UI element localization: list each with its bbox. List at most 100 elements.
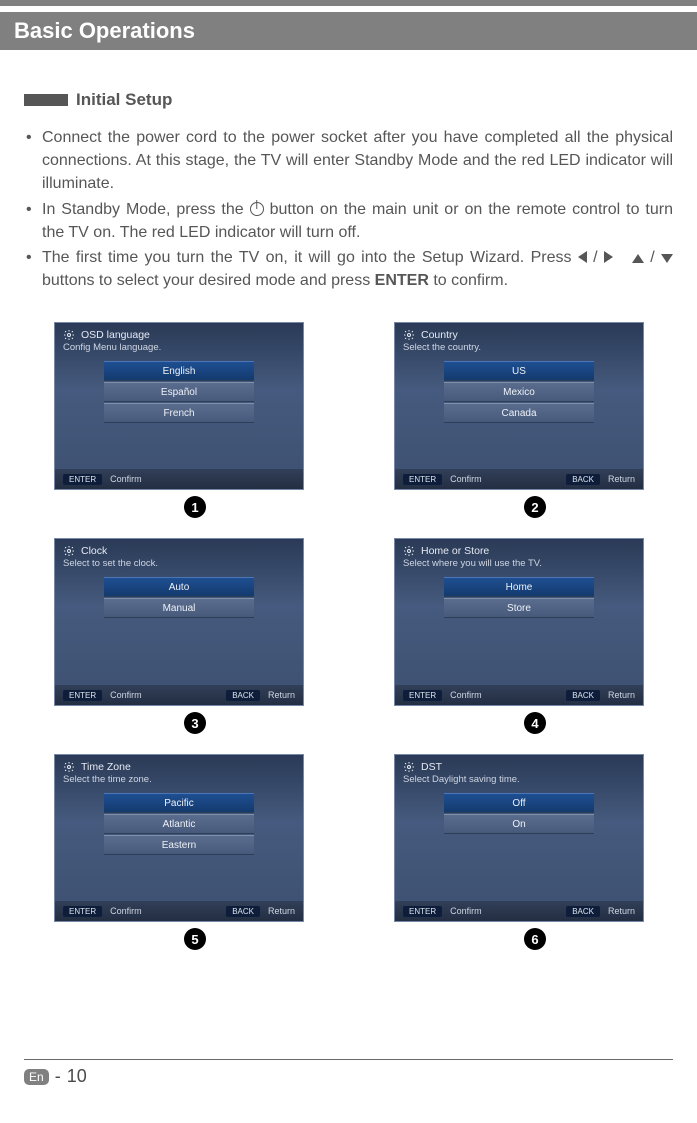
options-area: AutoManual [55, 573, 303, 618]
panel-subtitle: Select the country. [395, 341, 643, 357]
panel-footer: ENTER Confirm BACK Return [395, 685, 643, 705]
return-label: Return [268, 690, 295, 700]
panel-wrap-1: OSD languageConfig Menu language.English… [54, 322, 304, 518]
option-item[interactable]: English [104, 361, 254, 381]
bullet-3: The first time you turn the TV on, it wi… [24, 246, 673, 292]
panel-title: OSD language [81, 329, 150, 341]
enter-pill: ENTER [63, 906, 102, 917]
options-area: USMexicoCanada [395, 357, 643, 423]
return-label: Return [608, 690, 635, 700]
option-item[interactable]: Español [104, 382, 254, 402]
option-item[interactable]: Pacific [104, 793, 254, 813]
panel-footer: ENTER Confirm BACK Return [55, 685, 303, 705]
panel-wrap-6: DSTSelect Daylight saving time.OffOnENTE… [394, 754, 644, 950]
panel-header: Clock [55, 539, 303, 557]
confirm-label: Confirm [450, 474, 482, 484]
panel-wrap-2: CountrySelect the country.USMexicoCanada… [394, 322, 644, 518]
gear-icon [403, 329, 415, 341]
panel-title: Clock [81, 545, 107, 557]
footer-dash: - [55, 1066, 61, 1087]
step-number: 1 [184, 496, 206, 518]
option-item[interactable]: Manual [104, 598, 254, 618]
gear-icon [403, 545, 415, 557]
enter-pill: ENTER [403, 690, 442, 701]
setup-panel-2: CountrySelect the country.USMexicoCanada… [394, 322, 644, 490]
right-arrow-icon [604, 251, 613, 263]
panel-header: Home or Store [395, 539, 643, 557]
panel-header: OSD language [55, 323, 303, 341]
down-arrow-icon [661, 254, 673, 263]
option-item[interactable]: On [444, 814, 594, 834]
confirm-label: Confirm [110, 906, 142, 916]
setup-panel-5: Time ZoneSelect the time zone.PacificAtl… [54, 754, 304, 922]
step-number: 5 [184, 928, 206, 950]
lang-badge: En [24, 1069, 49, 1085]
setup-panel-6: DSTSelect Daylight saving time.OffOnENTE… [394, 754, 644, 922]
enter-pill: ENTER [63, 474, 102, 485]
gear-icon [403, 761, 415, 773]
page-number: 10 [67, 1066, 87, 1087]
panel-subtitle: Select to set the clock. [55, 557, 303, 573]
bullet-1: Connect the power cord to the power sock… [24, 126, 673, 196]
panel-subtitle: Select Daylight saving time. [395, 773, 643, 789]
enter-label: ENTER [375, 272, 429, 289]
instruction-list: Connect the power cord to the power sock… [24, 126, 673, 292]
option-item[interactable]: Atlantic [104, 814, 254, 834]
page-title: Basic Operations [0, 12, 697, 50]
option-item[interactable]: Eastern [104, 835, 254, 855]
return-label: Return [268, 906, 295, 916]
setup-panel-3: ClockSelect to set the clock.AutoManualE… [54, 538, 304, 706]
back-pill: BACK [566, 906, 600, 917]
panel-title: Country [421, 329, 458, 341]
up-arrow-icon [632, 254, 644, 263]
option-item[interactable]: Auto [104, 577, 254, 597]
panel-footer: ENTER Confirm BACK Return [395, 469, 643, 489]
section-bar [24, 94, 68, 106]
confirm-label: Confirm [110, 474, 142, 484]
left-arrow-icon [578, 251, 587, 263]
gear-icon [63, 545, 75, 557]
return-label: Return [608, 906, 635, 916]
back-pill: BACK [566, 690, 600, 701]
option-item[interactable]: Store [444, 598, 594, 618]
gear-icon [63, 329, 75, 341]
back-pill: BACK [226, 690, 260, 701]
setup-panel-4: Home or StoreSelect where you will use t… [394, 538, 644, 706]
return-label: Return [608, 474, 635, 484]
options-area: EnglishEspañolFrench [55, 357, 303, 423]
step-number: 2 [524, 496, 546, 518]
bullet-3a: The first time you turn the TV on, it wi… [42, 249, 578, 266]
panel-wrap-3: ClockSelect to set the clock.AutoManualE… [54, 538, 304, 734]
enter-pill: ENTER [403, 474, 442, 485]
section-header: Initial Setup [24, 90, 673, 110]
step-number: 6 [524, 928, 546, 950]
confirm-label: Confirm [450, 690, 482, 700]
option-item[interactable]: Off [444, 793, 594, 813]
options-area: PacificAtlanticEastern [55, 789, 303, 855]
gear-icon [63, 761, 75, 773]
section-label: Initial Setup [76, 90, 172, 110]
panel-footer: ENTER Confirm [55, 469, 303, 489]
back-pill: BACK [566, 474, 600, 485]
panel-footer: ENTER Confirm BACK Return [55, 901, 303, 921]
enter-pill: ENTER [63, 690, 102, 701]
panel-header: Time Zone [55, 755, 303, 773]
enter-pill: ENTER [403, 906, 442, 917]
bullet-2: In Standby Mode, press the button on the… [24, 198, 673, 244]
bullet-3b: buttons to select your desired mode and … [42, 272, 375, 289]
bullet-2a: In Standby Mode, press the [42, 201, 250, 218]
panel-wrap-5: Time ZoneSelect the time zone.PacificAtl… [54, 754, 304, 950]
back-pill: BACK [226, 906, 260, 917]
confirm-label: Confirm [450, 906, 482, 916]
option-item[interactable]: Mexico [444, 382, 594, 402]
option-item[interactable]: US [444, 361, 594, 381]
option-item[interactable]: French [104, 403, 254, 423]
option-item[interactable]: Home [444, 577, 594, 597]
power-icon [250, 202, 264, 216]
setup-panel-1: OSD languageConfig Menu language.English… [54, 322, 304, 490]
options-area: OffOn [395, 789, 643, 834]
confirm-label: Confirm [110, 690, 142, 700]
panel-footer: ENTER Confirm BACK Return [395, 901, 643, 921]
panel-title: Home or Store [421, 545, 489, 557]
option-item[interactable]: Canada [444, 403, 594, 423]
